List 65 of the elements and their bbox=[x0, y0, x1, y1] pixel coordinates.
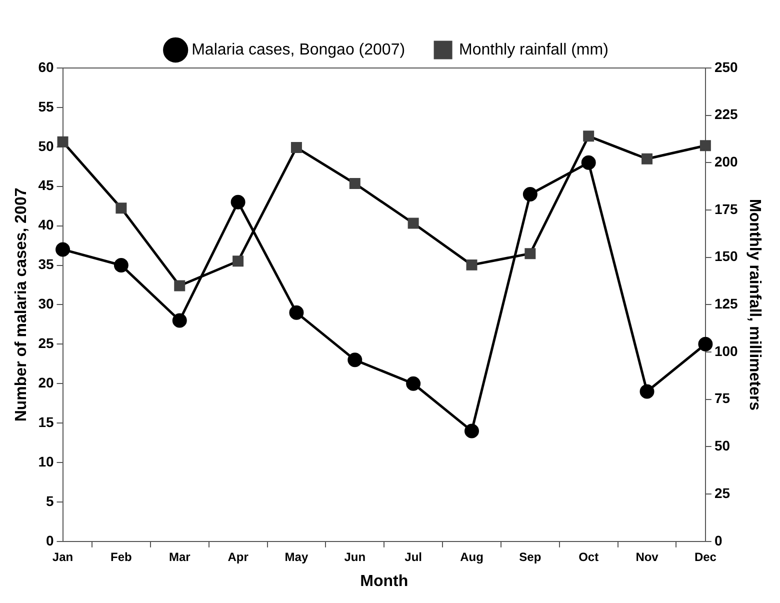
point bbox=[464, 424, 479, 438]
point bbox=[172, 313, 187, 328]
y-tick-label: 55 bbox=[38, 98, 54, 114]
point bbox=[348, 352, 362, 368]
x-tick-label: Apr bbox=[228, 550, 249, 564]
point bbox=[56, 242, 70, 257]
y2-tick-label: 100 bbox=[714, 342, 738, 359]
y2-axis-title: Monthly rainfall, millimeters bbox=[746, 198, 763, 411]
y2-tick-label: 125 bbox=[714, 296, 738, 312]
x-tick-label: Nov bbox=[636, 550, 659, 564]
x-tick-label: Sep bbox=[519, 550, 542, 564]
point bbox=[114, 258, 128, 272]
point bbox=[230, 194, 246, 210]
y-tick-label: 15 bbox=[38, 414, 54, 430]
point bbox=[408, 218, 419, 229]
y-axis-title: Number of malaria cases, 2007 bbox=[13, 188, 30, 422]
y-tick-label: 35 bbox=[38, 256, 54, 272]
legend-label: Monthly rainfall (mm) bbox=[459, 41, 608, 58]
y2-tick-label: 75 bbox=[714, 390, 730, 406]
y-tick-label: 20 bbox=[38, 374, 54, 390]
y2-tick-label: 225 bbox=[714, 106, 738, 122]
y-tick-label: 45 bbox=[38, 177, 54, 194]
point bbox=[232, 256, 244, 267]
legend-label: Malaria cases, Bongao (2007) bbox=[192, 41, 406, 58]
x-tick-label: Jan bbox=[52, 550, 74, 564]
point bbox=[290, 142, 302, 154]
y-tick-label: 50 bbox=[38, 138, 54, 154]
x-tick-label: Dec bbox=[694, 550, 717, 564]
point bbox=[642, 153, 653, 164]
y-tick-label: 25 bbox=[38, 335, 54, 352]
point bbox=[349, 178, 360, 189]
y-tick-label: 0 bbox=[46, 532, 54, 548]
point bbox=[57, 136, 68, 148]
point bbox=[640, 384, 654, 399]
x-tick-label: Jul bbox=[404, 550, 422, 564]
y2-tick-label: 0 bbox=[714, 532, 722, 548]
y-tick-label: 60 bbox=[38, 58, 54, 75]
point bbox=[466, 259, 478, 270]
point bbox=[289, 305, 304, 320]
y-tick-label: 5 bbox=[46, 492, 54, 509]
point bbox=[116, 202, 127, 214]
point bbox=[524, 248, 536, 260]
point bbox=[406, 376, 421, 391]
y2-tick-label: 250 bbox=[714, 58, 738, 75]
x-axis-title: Month bbox=[360, 572, 408, 590]
point bbox=[581, 155, 596, 170]
y-tick-label: 40 bbox=[38, 216, 54, 233]
y2-tick-label: 200 bbox=[714, 154, 738, 170]
x-tick-label: Mar bbox=[168, 550, 191, 564]
y2-tick-label: 50 bbox=[714, 438, 730, 454]
point bbox=[698, 336, 713, 352]
point bbox=[583, 130, 594, 142]
x-tick-label: Aug bbox=[460, 550, 484, 564]
x-tick-label: Feb bbox=[110, 550, 132, 564]
point bbox=[174, 280, 186, 292]
y2-tick-label: 150 bbox=[714, 248, 738, 264]
y2-tick-label: 175 bbox=[714, 200, 738, 217]
y-tick-label: 10 bbox=[38, 453, 54, 470]
y2-tick-label: 25 bbox=[714, 484, 730, 501]
x-tick-label: Jun bbox=[344, 550, 366, 564]
x-tick-label: May bbox=[284, 550, 308, 564]
point bbox=[700, 140, 711, 152]
y-tick-label: 30 bbox=[38, 296, 54, 312]
point bbox=[522, 186, 538, 202]
x-tick-label: Oct bbox=[578, 550, 599, 564]
